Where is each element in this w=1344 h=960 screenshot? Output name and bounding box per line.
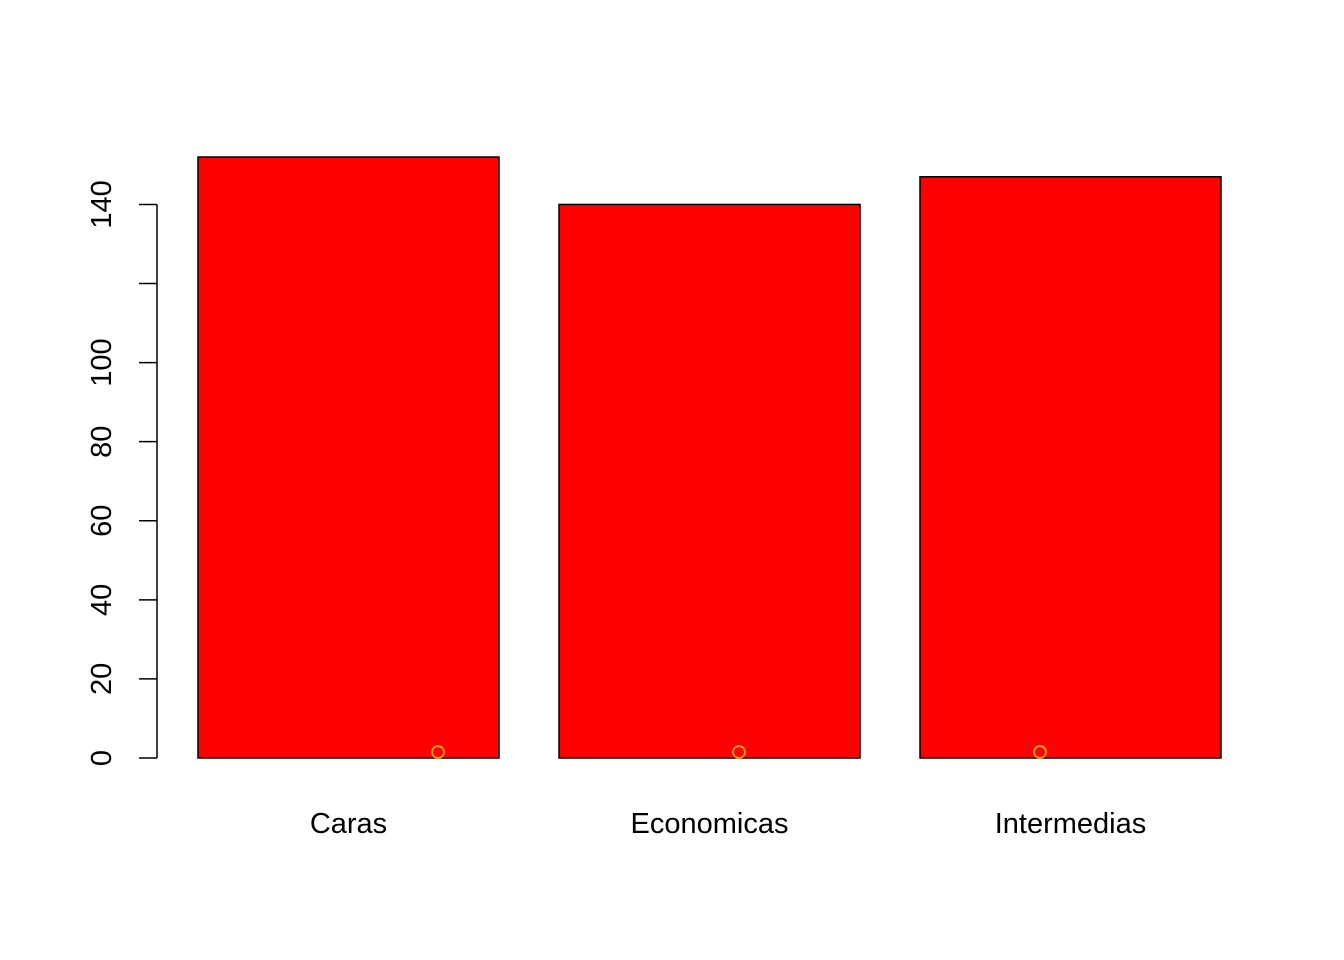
x-axis-labels: Caras Economicas Intermedias [310, 808, 1146, 840]
overlay-point-2 [732, 745, 746, 759]
x-tick-label-caras: Caras [310, 808, 387, 840]
x-tick-label-intermedias: Intermedias [995, 808, 1147, 840]
overlay-point-3 [1033, 745, 1047, 759]
y-tick-label-100: 100 [86, 338, 118, 386]
bar-economicas [558, 203, 861, 759]
y-tick-label-0: 0 [86, 750, 118, 766]
y-axis: 0 20 40 60 80 100 140 [86, 180, 158, 766]
y-tick-label-20: 20 [86, 663, 118, 695]
bar-intermedias [919, 176, 1222, 759]
bar-caras [197, 156, 500, 759]
y-tick-label-40: 40 [86, 584, 118, 616]
overlay-point-1 [431, 745, 445, 759]
bars-layer [197, 156, 1222, 759]
y-tick-label-80: 80 [86, 426, 118, 458]
x-tick-label-economicas: Economicas [631, 808, 789, 840]
y-tick-label-60: 60 [86, 505, 118, 537]
y-tick-label-140: 140 [86, 180, 118, 228]
overlay-points-layer [431, 745, 1047, 759]
